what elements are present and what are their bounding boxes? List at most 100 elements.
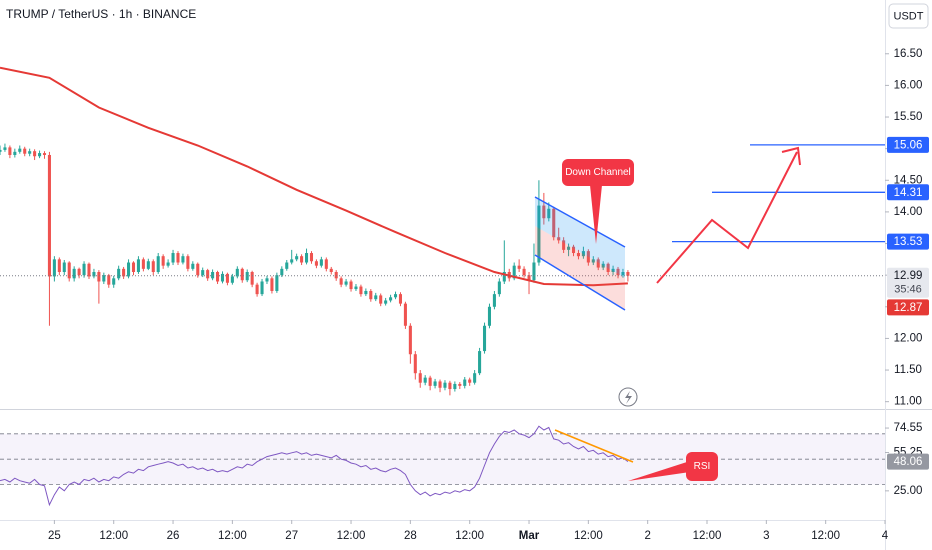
candle-body xyxy=(591,259,595,263)
candle-body xyxy=(216,272,220,282)
candle-body xyxy=(38,153,42,157)
candle-body xyxy=(265,278,269,282)
level-badge xyxy=(887,136,929,153)
candle-body xyxy=(235,268,239,277)
candle-body xyxy=(463,379,467,386)
level-badge xyxy=(887,184,929,201)
candle-body xyxy=(478,351,482,374)
y-tick-label: 11.00 xyxy=(894,396,922,408)
candle-body xyxy=(418,373,422,383)
candle-body xyxy=(576,253,580,257)
candle-body xyxy=(280,268,284,276)
rsi-callout-text: RSI xyxy=(694,461,711,472)
candle-body xyxy=(359,286,363,295)
candle-body xyxy=(532,262,536,281)
channel-callout xyxy=(562,159,634,186)
candle-body xyxy=(468,379,472,383)
candle-body xyxy=(112,278,116,285)
last-price-badge xyxy=(887,267,929,298)
x-tick-label: 25 xyxy=(48,530,61,542)
candle-body xyxy=(275,275,279,291)
x-tick-label: 28 xyxy=(404,530,417,542)
x-tick-label: 12:00 xyxy=(811,530,840,542)
candle-body xyxy=(156,256,160,272)
candle-body xyxy=(260,281,264,295)
candle-body xyxy=(300,256,304,263)
x-tick-label: 12:00 xyxy=(574,530,603,542)
candle-body xyxy=(186,256,190,269)
price-pane xyxy=(0,66,885,396)
axis-layer: 16.5016.0015.5015.0014.5014.0013.5013.00… xyxy=(48,48,929,542)
candle-body xyxy=(562,240,566,250)
channel-upper-fill xyxy=(535,197,625,278)
y-tick-label: 15.50 xyxy=(894,111,923,123)
x-tick-label: 26 xyxy=(167,530,180,542)
candle-body xyxy=(596,259,600,268)
rsi-badge xyxy=(887,453,929,470)
candle-body xyxy=(191,263,195,269)
candle-body xyxy=(305,253,309,263)
candle-body xyxy=(117,268,121,279)
x-tick-label: 12:00 xyxy=(218,530,247,542)
moving-average xyxy=(0,66,628,287)
candle-body xyxy=(497,281,501,295)
candle-body xyxy=(581,251,585,257)
candle-body xyxy=(141,259,145,269)
candle-body xyxy=(176,253,180,263)
candle-body xyxy=(23,148,27,154)
candle-body xyxy=(240,268,244,281)
candle-body xyxy=(601,263,605,268)
candle-body xyxy=(3,147,7,150)
y-tick-label: 14.00 xyxy=(894,206,923,218)
candle-body xyxy=(225,273,229,283)
candle-body xyxy=(42,153,47,155)
candle-body xyxy=(0,149,2,152)
candle-body xyxy=(398,294,403,304)
candle-body xyxy=(453,383,457,390)
x-tick-label: 12:00 xyxy=(337,530,366,542)
candle-body xyxy=(166,262,170,266)
candle-body xyxy=(369,290,373,300)
candle-body xyxy=(255,284,259,295)
countdown-text: 35:46 xyxy=(894,284,922,296)
currency-box[interactable] xyxy=(888,3,929,29)
candle-body xyxy=(379,295,383,304)
candle-body xyxy=(433,381,437,386)
candle-body xyxy=(319,259,323,266)
channel-lower-fill xyxy=(535,226,625,310)
candle-body xyxy=(52,259,56,277)
x-tick-label: 27 xyxy=(285,530,298,542)
candle-body xyxy=(57,259,61,272)
candle-body xyxy=(349,281,353,290)
rsi-callout xyxy=(686,452,718,481)
candle-body xyxy=(571,246,576,254)
x-tick-label: 12:00 xyxy=(99,530,128,542)
candle-body xyxy=(127,262,131,277)
candle-body xyxy=(339,278,343,285)
candle-body xyxy=(136,259,140,272)
candle-body xyxy=(131,262,136,272)
candle-body xyxy=(626,272,630,276)
candle-body xyxy=(567,246,571,250)
candle-body xyxy=(285,262,289,269)
candle-body xyxy=(458,383,462,386)
candle-body xyxy=(487,306,492,326)
candle-body xyxy=(8,147,12,155)
y-tick-label: 16.50 xyxy=(894,48,923,60)
candle-body xyxy=(33,151,37,157)
candle-body xyxy=(393,294,398,298)
lightning-glyph xyxy=(625,391,632,404)
candle-body xyxy=(374,295,378,300)
rsi-line xyxy=(0,425,629,507)
candle-body xyxy=(448,382,452,390)
x-tick-label: 4 xyxy=(882,530,889,542)
candle-body xyxy=(67,262,71,279)
candle-body xyxy=(364,290,368,295)
candle-body xyxy=(547,208,551,219)
candle-body xyxy=(220,273,225,282)
projection-arrowhead xyxy=(781,146,801,166)
candle-body xyxy=(438,381,442,388)
candle-body xyxy=(171,253,175,263)
rsi-badge-text: 48.06 xyxy=(894,456,923,468)
